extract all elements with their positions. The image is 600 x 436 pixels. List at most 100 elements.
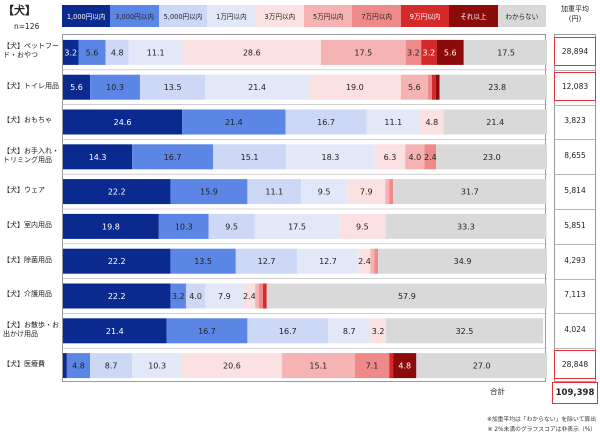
bar-value-label: 16.7 xyxy=(198,327,216,336)
bar-value-label: 9.5 xyxy=(318,188,331,197)
bar-value-label: 7.9 xyxy=(218,292,231,301)
bar-value-label: 17.5 xyxy=(354,48,372,57)
category-label: 【犬】ウェア xyxy=(3,186,45,195)
bar-value-label: 4.8 xyxy=(398,362,411,371)
bar-segment xyxy=(63,213,159,239)
bar-segment xyxy=(254,213,340,239)
bar-segment xyxy=(63,179,171,205)
bar-value-label: 27.0 xyxy=(473,362,491,371)
bar-value-label: 13.5 xyxy=(164,83,182,92)
bar-segment xyxy=(63,144,133,170)
bar-value-label: 8.7 xyxy=(105,362,118,371)
bar-segment xyxy=(182,39,321,65)
bar-value-label: 21.4 xyxy=(225,118,243,127)
bar-segment xyxy=(421,39,437,65)
bar-segment xyxy=(405,144,425,170)
bar-segment xyxy=(105,39,129,65)
average-value: 5,814 xyxy=(564,186,586,196)
bar-value-label: 5.6 xyxy=(408,83,421,92)
bar-segment xyxy=(443,109,547,135)
bar-segment xyxy=(393,353,417,379)
bar-segment xyxy=(389,353,394,379)
bar-segment xyxy=(235,248,298,274)
bar-segment xyxy=(436,144,548,170)
bar-value-label: 18.3 xyxy=(322,153,340,162)
legend-item: 7万円以内 xyxy=(352,5,401,27)
bar-segment xyxy=(247,179,302,205)
average-row-divider xyxy=(555,104,595,106)
bar-value-label: 10.3 xyxy=(106,83,124,92)
bar-value-label: 23.8 xyxy=(488,83,506,92)
bar-segment xyxy=(132,144,214,170)
bar-segment xyxy=(63,39,79,65)
bar-segment xyxy=(132,353,183,379)
bar-segment xyxy=(66,353,91,379)
bar-value-label: 17.5 xyxy=(288,222,306,231)
bar-segment xyxy=(78,39,106,65)
total-value: 109,398 xyxy=(552,382,598,404)
legend-item: それ以上 xyxy=(449,5,498,27)
bar-segment xyxy=(63,248,171,274)
bar-segment xyxy=(389,179,394,205)
bar-value-label: 11.1 xyxy=(147,48,165,57)
average-value: 28,848 xyxy=(554,350,596,379)
bar-value-label: 22.2 xyxy=(108,188,126,197)
bar-value-label: 7.9 xyxy=(360,188,373,197)
average-value: 3,823 xyxy=(564,116,586,126)
bar-segment xyxy=(366,109,421,135)
bar-segment xyxy=(435,74,440,100)
bar-segment xyxy=(63,283,171,309)
bar-value-label: 3.2 xyxy=(407,48,420,57)
category-label: 【犬】お散歩・お出かけ用品 xyxy=(3,320,59,338)
bar-value-label: 57.9 xyxy=(398,292,416,301)
bar-segment xyxy=(185,283,206,309)
bar-segment xyxy=(385,179,390,205)
bar-segment xyxy=(255,283,260,309)
bar-segment xyxy=(385,318,544,344)
average-column xyxy=(554,34,596,382)
bar-value-label: 12.7 xyxy=(319,257,337,266)
plot-area: 3.2 5.6 4.8 11.1 28.6 17.5 3.2 3.2 5.6 17.5 5.6 10.… xyxy=(62,34,555,382)
stacked-bar-chart: 3.2 5.6 4.8 11.1 28.6 17.5 3.2 3.2 5.6 17.55.6 10.… xyxy=(63,39,555,379)
legend-item: 9万円以内 xyxy=(400,5,450,27)
bar-value-label: 21.4 xyxy=(106,327,124,336)
bar-segment xyxy=(378,248,547,274)
bar-value-label: 8.7 xyxy=(343,327,356,336)
average-value: 7,113 xyxy=(564,290,586,300)
bar-value-label: 4.0 xyxy=(409,153,422,162)
bar-value-label: 14.3 xyxy=(89,153,107,162)
bar-segment xyxy=(385,213,547,239)
bar-segment xyxy=(213,144,287,170)
bar-value-label: 31.7 xyxy=(461,188,479,197)
bar-value-label: 32.5 xyxy=(456,327,474,336)
bar-segment xyxy=(424,144,437,170)
bar-value-label: 16.7 xyxy=(279,327,297,336)
bar-segment xyxy=(90,353,133,379)
bar-segment xyxy=(205,74,309,100)
bar-segment xyxy=(285,109,367,135)
sample-size-label: n=126 xyxy=(14,22,40,31)
legend-item: わからない xyxy=(497,5,547,27)
bar-value-label: 11.1 xyxy=(265,188,283,197)
bar-segment xyxy=(262,283,267,309)
average-value: 5,851 xyxy=(564,220,586,230)
bar-segment xyxy=(374,144,406,170)
bar-segment xyxy=(63,109,183,135)
average-row-divider xyxy=(555,209,595,210)
bar-segment xyxy=(308,74,401,100)
bar-segment xyxy=(393,179,547,205)
bar-value-label: 11.1 xyxy=(384,118,402,127)
bar-value-label: 5.6 xyxy=(86,48,99,57)
legend-item: 5万円以内 xyxy=(304,5,353,27)
bar-value-label: 21.4 xyxy=(248,83,266,92)
average-value: 8,655 xyxy=(564,151,586,161)
bar-segment xyxy=(370,248,375,274)
bar-segment xyxy=(374,248,379,274)
bar-segment xyxy=(370,318,386,344)
average-row-divider xyxy=(555,278,595,280)
bar-segment xyxy=(170,283,186,309)
bar-segment xyxy=(297,248,359,274)
bar-segment xyxy=(427,74,432,100)
bar-segment xyxy=(328,318,371,344)
category-label: 【犬】医療費 xyxy=(3,360,45,369)
